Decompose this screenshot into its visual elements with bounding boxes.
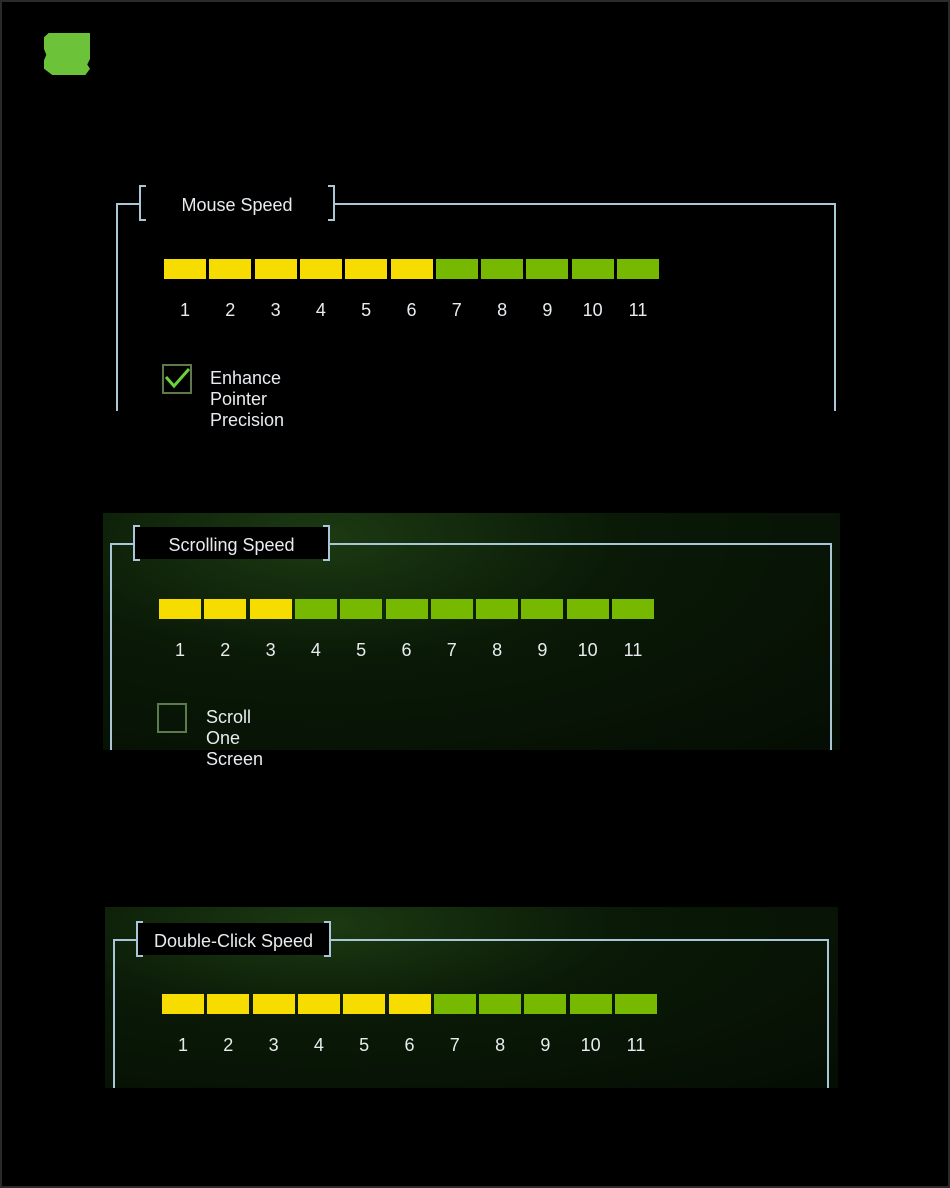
frame-right bbox=[827, 939, 829, 1088]
slider-segment[interactable] bbox=[430, 599, 473, 619]
slider-segment[interactable] bbox=[526, 259, 569, 279]
slider-segment[interactable] bbox=[164, 259, 206, 279]
slider-segment[interactable] bbox=[479, 994, 522, 1014]
slider-tick-label: 5 bbox=[361, 300, 372, 320]
checkbox[interactable] bbox=[157, 703, 187, 733]
frame-top-right bbox=[330, 543, 832, 545]
slider-tick-label: 3 bbox=[265, 640, 276, 660]
slider-tick-label: 7 bbox=[451, 300, 462, 320]
frame-left bbox=[113, 939, 115, 1088]
slider-segment[interactable] bbox=[476, 599, 519, 619]
slider-tick-label: 8 bbox=[492, 640, 503, 660]
slider-tick-label: 6 bbox=[404, 1035, 415, 1055]
slider-segment[interactable] bbox=[521, 599, 564, 619]
checkbox-checked[interactable] bbox=[162, 364, 192, 394]
frame-top-left bbox=[113, 939, 136, 941]
checkmark-icon bbox=[164, 368, 191, 389]
slider-tick-label: 1 bbox=[179, 300, 190, 320]
slider-segment[interactable] bbox=[162, 994, 204, 1014]
frame-right bbox=[830, 543, 832, 750]
slider-tick-label: 1 bbox=[177, 1035, 188, 1055]
slider-segment[interactable] bbox=[385, 599, 428, 619]
slider-segment[interactable] bbox=[209, 259, 252, 279]
slider-tick-label: 3 bbox=[268, 1035, 279, 1055]
slider-segment[interactable] bbox=[254, 259, 297, 279]
slider-segment[interactable] bbox=[207, 994, 250, 1014]
slider-tick-label: 10 bbox=[582, 300, 603, 320]
slider-tick-label: 3 bbox=[270, 300, 281, 320]
frame-top-right bbox=[335, 203, 836, 205]
slider-segment[interactable] bbox=[617, 259, 659, 279]
slider-segment[interactable] bbox=[252, 994, 295, 1014]
frame-top-left bbox=[110, 543, 133, 545]
slider-segment[interactable] bbox=[159, 599, 201, 619]
slider-tick-label: 6 bbox=[406, 300, 417, 320]
slider-tick-label: 9 bbox=[540, 1035, 551, 1055]
slider-tick-label: 5 bbox=[356, 640, 367, 660]
slider-tick-label: 8 bbox=[495, 1035, 506, 1055]
slider-segment[interactable] bbox=[249, 599, 292, 619]
slider-tick-label: 2 bbox=[220, 640, 231, 660]
slider-tick-label: 6 bbox=[401, 640, 412, 660]
slider-segment[interactable] bbox=[612, 599, 654, 619]
slider-tick-label: 11 bbox=[623, 640, 643, 660]
slider-tick-label: 9 bbox=[542, 300, 553, 320]
checkbox-label[interactable]: Scroll One Screen bbox=[206, 707, 264, 769]
section-title: Scrolling Speed bbox=[133, 525, 330, 561]
slider-tick-label: 8 bbox=[497, 300, 508, 320]
slider-segment[interactable] bbox=[615, 994, 657, 1014]
slider-tick-label: 10 bbox=[577, 640, 598, 660]
slider-tick-label: 9 bbox=[537, 640, 548, 660]
slider-tick-label: 4 bbox=[315, 300, 326, 320]
slider-segment[interactable] bbox=[435, 259, 478, 279]
slider-segment[interactable] bbox=[481, 259, 524, 279]
slider-segment[interactable] bbox=[390, 259, 433, 279]
slider-tick-label: 11 bbox=[626, 1035, 646, 1055]
slider-segment[interactable] bbox=[340, 599, 383, 619]
slider-tick-label: 1 bbox=[174, 640, 185, 660]
slider-segment[interactable] bbox=[571, 259, 614, 279]
slider-segment[interactable] bbox=[294, 599, 337, 619]
slider-tick-label: 11 bbox=[628, 300, 648, 320]
slider-tick-label: 4 bbox=[310, 640, 321, 660]
frame-top-right bbox=[331, 939, 829, 941]
slider-segment[interactable] bbox=[299, 259, 342, 279]
frame-left bbox=[110, 543, 112, 750]
section-title: Double-Click Speed bbox=[136, 921, 331, 957]
frame-right bbox=[834, 203, 836, 411]
slider-tick-label: 5 bbox=[359, 1035, 370, 1055]
slider-segment[interactable] bbox=[524, 994, 567, 1014]
razer-logo-icon bbox=[44, 33, 90, 75]
checkbox-label[interactable]: Enhance Pointer Precision bbox=[210, 368, 285, 430]
slider-segment[interactable] bbox=[343, 994, 386, 1014]
slider-segment[interactable] bbox=[345, 259, 388, 279]
slider-segment[interactable] bbox=[566, 599, 609, 619]
section-title: Mouse Speed bbox=[139, 185, 335, 221]
slider-segment[interactable] bbox=[569, 994, 612, 1014]
slider-tick-label: 2 bbox=[225, 300, 236, 320]
slider-segment[interactable] bbox=[297, 994, 340, 1014]
frame-top-left bbox=[116, 203, 139, 205]
slider-tick-label: 7 bbox=[449, 1035, 460, 1055]
slider-segment[interactable] bbox=[433, 994, 476, 1014]
slider-segment[interactable] bbox=[204, 599, 247, 619]
slider-tick-label: 10 bbox=[580, 1035, 601, 1055]
frame-left bbox=[116, 203, 118, 411]
slider-tick-label: 7 bbox=[446, 640, 457, 660]
slider-segment[interactable] bbox=[388, 994, 431, 1014]
slider-tick-label: 2 bbox=[223, 1035, 234, 1055]
slider-tick-label: 4 bbox=[313, 1035, 324, 1055]
